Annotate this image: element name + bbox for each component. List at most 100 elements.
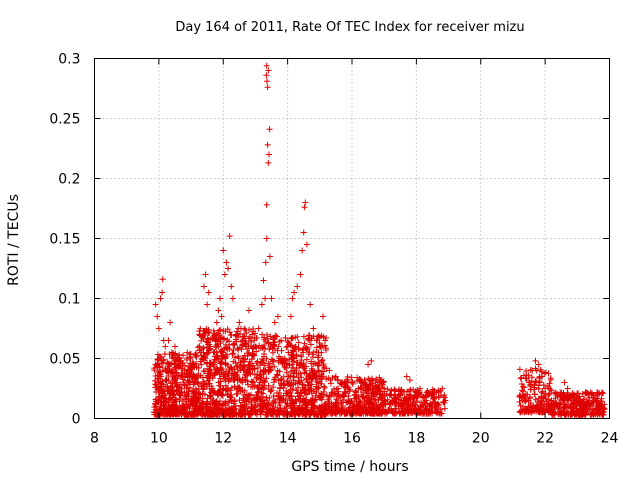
data-point: [404, 388, 411, 395]
data-point: [171, 343, 178, 350]
data-point: [555, 391, 561, 398]
data-point: [376, 374, 383, 381]
data-point: [198, 352, 205, 359]
data-point: [263, 394, 270, 401]
data-point: [159, 289, 166, 296]
data-point: [587, 403, 594, 410]
data-point: [179, 360, 186, 367]
data-point: [411, 409, 418, 416]
data-point: [213, 319, 220, 326]
data-point: [270, 342, 277, 349]
data-point: [376, 408, 383, 415]
data-point: [249, 366, 256, 373]
data-point: [225, 399, 232, 406]
data-point: [239, 355, 246, 362]
data-point: [285, 349, 292, 356]
data-point: [155, 385, 162, 392]
data-point: [314, 410, 321, 417]
data-point: [207, 336, 214, 343]
data-point: [536, 378, 543, 385]
data-point: [392, 394, 399, 401]
data-point: [236, 330, 243, 337]
data-point: [289, 295, 296, 302]
data-point: [187, 364, 194, 371]
y-tick-label: 0.2: [58, 172, 80, 188]
data-point: [441, 405, 448, 412]
data-point: [577, 397, 584, 404]
data-point: [300, 333, 307, 340]
data-point: [326, 392, 333, 399]
data-point: [279, 359, 286, 366]
data-point: [160, 357, 167, 364]
data-point: [339, 379, 346, 386]
data-point: [360, 393, 367, 400]
data-point: [217, 338, 224, 345]
data-point: [227, 387, 234, 394]
data-point: [166, 403, 173, 410]
data-point: [183, 381, 190, 388]
data-point: [282, 334, 289, 341]
data-point: [172, 404, 179, 411]
data-point: [219, 385, 226, 392]
data-point: [382, 398, 389, 405]
data-point: [174, 387, 181, 394]
x-tick-label: 14: [279, 431, 297, 447]
data-point: [195, 365, 202, 372]
data-point: [596, 403, 603, 410]
y-tick-label: 0: [72, 412, 81, 428]
data-point: [282, 365, 289, 372]
data-point: [264, 141, 271, 148]
data-point: [188, 364, 195, 371]
data-point: [349, 379, 355, 386]
data-point: [352, 388, 359, 395]
data-point: [199, 395, 206, 402]
data-point: [171, 373, 178, 380]
data-point: [275, 409, 282, 416]
data-point: [154, 375, 161, 382]
data-point: [524, 406, 531, 413]
data-point: [238, 411, 245, 418]
data-point: [407, 396, 414, 403]
data-point: [344, 377, 351, 384]
data-point: [360, 408, 367, 415]
data-point: [167, 404, 174, 411]
data-point: [334, 377, 341, 384]
data-point: [309, 371, 316, 378]
data-point: [289, 347, 296, 354]
data-point: [262, 295, 269, 302]
data-point: [435, 393, 442, 400]
data-point: [373, 376, 380, 383]
data-point: [548, 411, 555, 418]
data-point: [158, 373, 165, 380]
data-point: [180, 352, 187, 359]
data-point: [332, 390, 339, 397]
data-point: [542, 369, 549, 376]
data-point: [218, 353, 225, 360]
data-point: [270, 379, 277, 386]
data-point: [560, 389, 567, 396]
data-point: [228, 384, 235, 391]
data-point: [204, 335, 211, 342]
data-point: [213, 336, 220, 343]
data-point: [335, 388, 342, 395]
data-point: [430, 395, 437, 402]
data-point: [246, 326, 253, 333]
data-point: [288, 335, 295, 342]
data-point: [569, 408, 576, 415]
data-point: [420, 410, 427, 417]
data-point: [517, 402, 524, 409]
data-point: [414, 410, 421, 417]
data-point: [242, 343, 249, 350]
data-point: [196, 332, 203, 339]
data-point: [172, 350, 179, 357]
data-point: [230, 411, 237, 418]
data-point: [288, 355, 295, 362]
data-point: [435, 409, 442, 416]
data-point: [186, 405, 193, 412]
data-point: [295, 374, 302, 381]
data-point: [582, 400, 589, 407]
data-point: [218, 334, 225, 341]
data-point: [253, 335, 260, 342]
data-point: [186, 353, 193, 360]
data-point: [169, 352, 176, 359]
